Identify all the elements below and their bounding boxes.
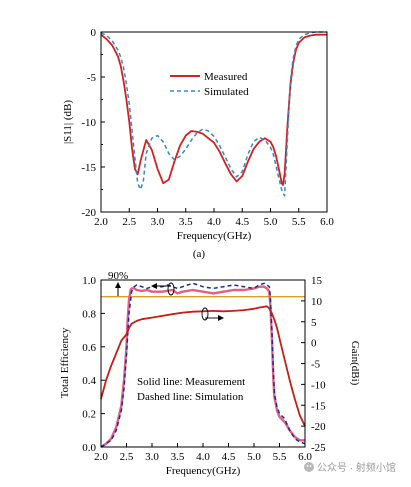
- x-tick-label: 2.0: [94, 216, 108, 228]
- right-y-tick-label: 5: [311, 317, 317, 329]
- x-tick-label: 4.5: [235, 216, 249, 228]
- right-y-tick-label: -20: [311, 421, 326, 433]
- right-y-tick-label: 0: [311, 338, 317, 350]
- eff-x-axis-label: Frequency(GHz): [166, 465, 241, 477]
- x-tick-label: 2.5: [122, 216, 136, 228]
- x-tick-label: 5.0: [264, 216, 278, 228]
- s11-series-layer: [100, 31, 327, 197]
- right-y-tick-label: -5: [311, 359, 321, 371]
- right-y-tick-label: -15: [311, 400, 326, 412]
- x-tick-label: 5.0: [247, 451, 261, 463]
- eff-series-layer: [100, 282, 306, 449]
- x-tick-label: 6.0: [298, 451, 312, 463]
- wechat-icon-eye: [309, 465, 312, 467]
- x-tick-label: 4.0: [207, 216, 221, 228]
- gain-measured-line: [100, 305, 306, 427]
- gain-axis-marker: [201, 307, 209, 321]
- y-tick-label: -5: [87, 72, 97, 84]
- left-y-tick-label: 0.8: [82, 308, 96, 320]
- eff-plot-frame: [100, 279, 306, 448]
- x-tick-label: 2.5: [120, 451, 134, 463]
- solid-line-note: Solid line: Measurement: [137, 376, 245, 388]
- x-tick-label: 2.0: [94, 451, 108, 463]
- s11-caption: (a): [193, 248, 206, 260]
- gain-axis-arrow-head: [218, 315, 224, 321]
- left-y-tick-label: 1.0: [82, 275, 96, 287]
- left-y-tick-label: 0.0: [82, 442, 96, 454]
- s11-y-tick-labels: 0 -5 -10 -15 -20: [81, 27, 96, 219]
- x-tick-label: 3.5: [179, 216, 193, 228]
- ninety-percent-label: 90%: [108, 270, 128, 282]
- left-y-tick-label: 0.2: [82, 409, 96, 421]
- s11-legend: Measured Simulated: [170, 71, 249, 98]
- x-tick-label: 3.0: [145, 451, 159, 463]
- x-tick-label: 5.5: [292, 216, 306, 228]
- x-tick-label: 4.0: [196, 451, 210, 463]
- right-y-tick-label: -10: [311, 379, 326, 391]
- x-tick-label: 3.5: [171, 451, 185, 463]
- s11-x-axis-label: Frequency(GHz): [177, 230, 252, 242]
- y-tick-label: -15: [81, 162, 96, 174]
- legend-label-simulated: Simulated: [204, 86, 249, 98]
- eff-right-axis-label: Gain(dBi): [349, 341, 361, 386]
- y-tick-label: -10: [81, 117, 96, 129]
- legend-label-measured: Measured: [204, 71, 248, 83]
- x-tick-label: 4.5: [222, 451, 236, 463]
- left-y-tick-label: 0.6: [82, 342, 96, 354]
- x-tick-label: 5.5: [273, 451, 287, 463]
- dashed-line-note: Dashed line: Simulation: [137, 391, 244, 403]
- x-tick-label: 6.0: [320, 216, 334, 228]
- watermark-text: 公众号 · 射频小馆: [317, 461, 396, 474]
- ninety-percent-arrow-head: [115, 282, 121, 288]
- wechat-icon-eye: [306, 465, 309, 467]
- eff-x-tick-labels: 2.0 2.5 3.0 3.5 4.0 4.5 5.0 5.5 6.0: [94, 451, 312, 463]
- s11-ticks: [100, 31, 328, 213]
- efficiency-axis-marker: [167, 282, 175, 296]
- right-y-tick-label: -25: [311, 442, 326, 454]
- right-y-tick-label: 15: [311, 275, 323, 287]
- simulated-s11-line: [100, 31, 327, 197]
- s11-y-axis-label: |S11| (dB): [62, 100, 74, 144]
- s11-x-tick-labels: 2.0 2.5 3.0 3.5 4.0 4.5 5.0 5.5 6.0: [94, 216, 334, 228]
- efficiency-simulated-line: [100, 282, 306, 448]
- left-y-tick-label: 0.4: [82, 375, 96, 387]
- y-tick-label: 0: [91, 27, 97, 39]
- wechat-icon: [304, 462, 314, 472]
- watermark: 公众号 · 射频小馆: [304, 461, 396, 474]
- s11-chart: 2.0 2.5 3.0 3.5 4.0 4.5 5.0 5.5 6.0 0 -5 -10 -15 -20…: [62, 27, 334, 260]
- x-tick-label: 3.0: [151, 216, 165, 228]
- right-y-tick-label: 10: [311, 296, 323, 308]
- s11-plot-frame: [100, 31, 328, 213]
- y-tick-label: -20: [81, 207, 96, 219]
- eff-left-tick-labels: 0.0 0.2 0.4 0.6 0.8 1.0: [82, 275, 96, 454]
- eff-right-tick-labels: 15 10 5 0 -5 -10 -15 -20 -25: [311, 275, 326, 454]
- efficiency-gain-chart: 2.0 2.5 3.0 3.5 4.0 4.5 5.0 5.5 6.0 0.0 0.2 0.4 0.6…: [59, 270, 361, 477]
- eff-left-axis-label: Total Efficiency: [59, 327, 71, 398]
- eff-ticks: [100, 279, 306, 448]
- efficiency-axis-arrow-head: [151, 283, 157, 289]
